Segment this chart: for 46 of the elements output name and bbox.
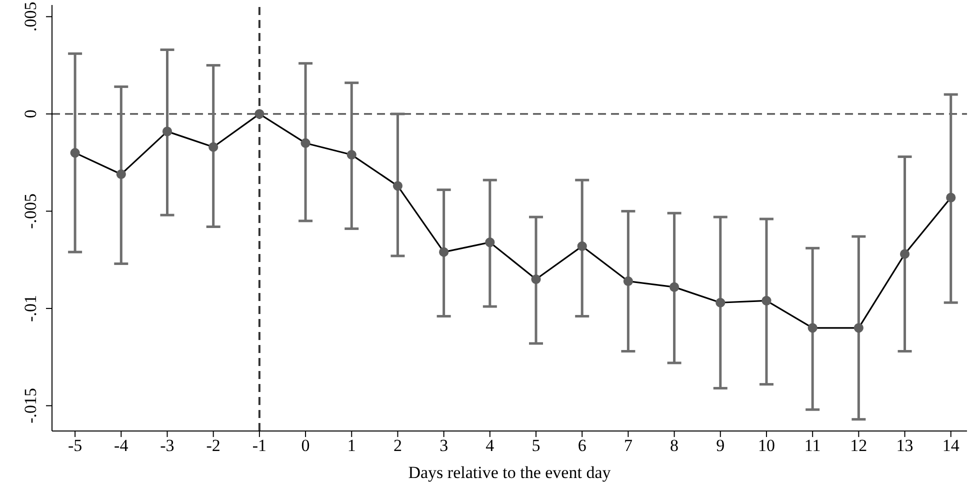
point (116, 169, 126, 180)
y-tick-label: -.01 (21, 294, 40, 322)
y-tick-label: .005 (21, 2, 40, 32)
point (300, 138, 310, 148)
point (900, 249, 910, 259)
x-tick-label: 13 (896, 436, 914, 456)
point (808, 323, 818, 333)
point (577, 241, 587, 252)
x-axis-title: Days relative to the event day (408, 463, 612, 482)
point (669, 282, 680, 292)
point (762, 296, 772, 306)
x-tick-label: 7 (624, 436, 633, 456)
x-tick-label: -4 (114, 436, 129, 456)
x-tick-label: 6 (578, 436, 586, 456)
point (623, 276, 633, 286)
point (70, 148, 80, 158)
point (346, 150, 356, 160)
y-tick-label: -.015 (21, 388, 40, 424)
x-tick-label: -5 (68, 436, 82, 456)
y-tick-label: -.005 (21, 193, 40, 229)
y-tick-label: 0 (21, 110, 40, 118)
point (439, 247, 449, 257)
x-tick-label: -2 (206, 436, 220, 456)
point (485, 238, 495, 248)
x-tick-label: 3 (440, 436, 448, 456)
x-tick-label: 11 (804, 436, 821, 456)
x-tick-label: 4 (486, 436, 495, 456)
x-tick-label: 9 (716, 436, 725, 456)
point (716, 298, 726, 308)
x-tick-label: -3 (160, 436, 174, 456)
point (162, 126, 172, 136)
x-tick-label: 1 (347, 436, 356, 456)
x-tick-label: 8 (670, 436, 679, 456)
x-tick-label: -1 (252, 436, 267, 456)
x-tick-label: 0 (301, 436, 310, 456)
point (531, 274, 541, 284)
point (854, 323, 864, 333)
x-tick-label: 5 (532, 436, 540, 456)
x-tick-label: 10 (758, 436, 775, 456)
point (392, 181, 403, 191)
x-tick-label: 12 (850, 436, 868, 456)
x-tick-label: 2 (393, 436, 402, 456)
point (946, 192, 956, 202)
point (208, 142, 218, 152)
x-tick-label: 14 (942, 436, 960, 456)
point (254, 109, 264, 119)
